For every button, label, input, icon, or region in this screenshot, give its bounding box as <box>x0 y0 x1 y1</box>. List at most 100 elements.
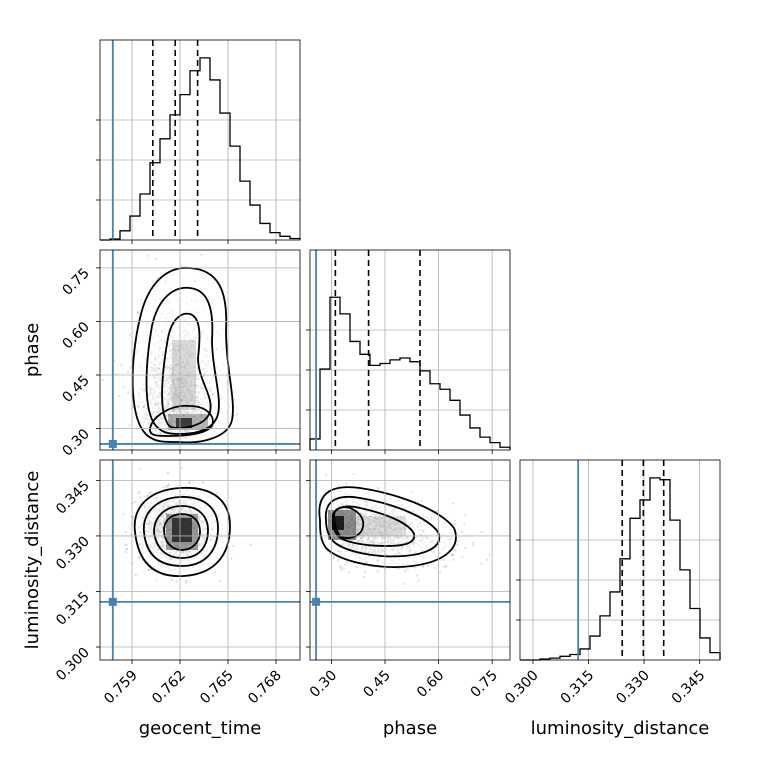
y-tick-label: 0.75 <box>59 265 92 298</box>
x-tick-label: 0.300 <box>502 668 542 708</box>
contour-line <box>325 496 441 558</box>
sample-point <box>154 257 158 261</box>
sample-point <box>488 553 491 556</box>
sample-point <box>134 573 137 576</box>
sample-point <box>362 575 365 579</box>
y-tick-label: 0.315 <box>53 589 93 629</box>
sample-point <box>486 558 489 561</box>
sample-point <box>219 579 222 582</box>
sample-point <box>439 558 443 561</box>
sample-point <box>324 473 328 476</box>
x-axis-label-phase: phase <box>383 718 437 739</box>
sample-point <box>342 567 345 570</box>
y-tick-label: 0.345 <box>53 478 93 518</box>
sample-point <box>456 544 459 547</box>
density-region <box>101 253 239 444</box>
sample-point <box>230 557 233 560</box>
sample-point <box>442 558 446 561</box>
x-tick-label: 0.768 <box>245 668 285 708</box>
y-axis-label-phase: phase <box>22 323 43 377</box>
sample-point <box>149 490 152 494</box>
sample-point <box>126 371 130 374</box>
sample-point <box>421 565 424 568</box>
sample-point <box>165 484 168 487</box>
x-tick-labels-geocent-time: 0.759 0.762 0.765 0.768 <box>101 668 285 708</box>
sample-point <box>156 277 159 280</box>
grid-lines <box>100 40 300 240</box>
sample-point <box>414 566 417 569</box>
sample-point <box>435 510 439 513</box>
sample-point <box>124 550 128 554</box>
sample-point <box>376 487 380 490</box>
sample-point <box>166 486 169 489</box>
sample-point <box>461 556 464 559</box>
sample-point <box>188 481 191 485</box>
sample-point <box>122 513 125 516</box>
contour-line <box>143 496 219 567</box>
sample-point <box>139 467 142 470</box>
sample-point <box>452 502 455 505</box>
sample-point <box>127 391 130 394</box>
sample-point <box>454 548 457 551</box>
sample-point <box>138 490 141 493</box>
contour-fill <box>132 267 233 443</box>
truth-marker <box>312 597 321 606</box>
contour-line <box>333 506 365 539</box>
sample-point <box>117 394 121 398</box>
x-tick-label: 0.30 <box>307 668 340 701</box>
histogram-step <box>100 57 301 241</box>
sample-point <box>147 568 150 572</box>
sample-point <box>420 499 424 502</box>
sample-point <box>445 565 448 569</box>
sample-point <box>143 495 146 498</box>
sample-point <box>453 522 456 525</box>
sample-point <box>185 579 188 583</box>
sample-point <box>120 363 123 366</box>
panel-frame <box>519 459 721 661</box>
contour-line <box>131 267 234 444</box>
sample-point <box>472 543 475 547</box>
histogram-phase <box>306 249 511 454</box>
sample-point <box>202 481 205 484</box>
sample-point <box>137 557 140 560</box>
histogram-step <box>309 296 511 450</box>
sample-point <box>340 566 343 569</box>
sample-point <box>403 570 407 573</box>
sample-point <box>480 562 483 565</box>
sample-point <box>162 485 165 489</box>
sample-point <box>180 264 183 267</box>
panel-frame <box>309 459 511 661</box>
x-tick-labels-phase: 0.30 0.45 0.60 0.75 <box>307 668 501 701</box>
sample-point <box>471 541 475 544</box>
y-tick-label: 0.330 <box>53 533 93 573</box>
sample-point <box>376 570 380 573</box>
sample-point <box>235 412 239 416</box>
contour-line <box>149 405 214 437</box>
sample-point <box>128 333 131 336</box>
sample-point <box>137 311 140 314</box>
x-axis-label-luminosity-distance: luminosity_distance <box>531 718 710 739</box>
sample-point <box>124 530 128 534</box>
sample-point <box>363 570 366 574</box>
x-tick-label: 0.315 <box>558 668 598 708</box>
sample-point <box>427 564 430 568</box>
sample-point <box>454 523 457 526</box>
sample-point <box>123 543 127 546</box>
sample-point <box>147 254 150 257</box>
sample-point <box>137 492 140 495</box>
sample-point <box>406 568 409 571</box>
sample-point <box>439 571 442 574</box>
sample-point <box>336 559 340 562</box>
sample-point <box>145 494 148 498</box>
x-tick-label: 0.330 <box>613 668 653 708</box>
sample-point <box>134 500 137 504</box>
panel-frame <box>309 249 511 451</box>
sample-point <box>456 540 459 543</box>
sample-point <box>233 414 236 417</box>
sample-point <box>123 385 126 389</box>
sample-point <box>460 530 463 534</box>
sample-point <box>215 492 218 495</box>
sample-point <box>452 554 455 557</box>
